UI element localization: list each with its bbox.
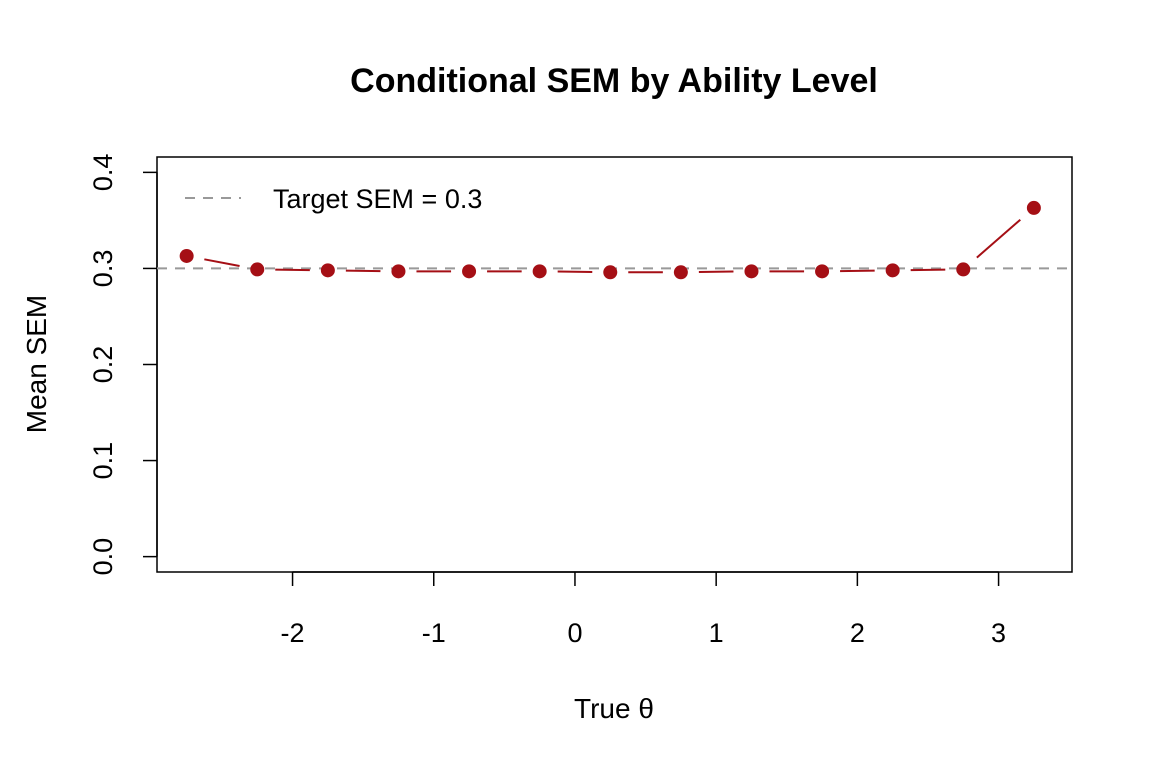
data-point [250, 262, 264, 276]
y-axis: 0.0 0.1 0.2 0.3 0.4 [88, 154, 157, 576]
y-tick-label: 0.0 [88, 538, 118, 576]
x-tick-label: 2 [850, 618, 865, 648]
y-tick-label: 0.2 [88, 346, 118, 384]
y-tick-label: 0.3 [88, 250, 118, 288]
y-tick-label: 0.1 [88, 442, 118, 480]
data-point [886, 263, 900, 277]
data-point [321, 263, 335, 277]
data-point [462, 264, 476, 278]
chart-title: Conditional SEM by Ability Level [350, 62, 878, 100]
x-tick-label: 1 [709, 618, 724, 648]
data-point [744, 264, 758, 278]
x-tick-label: 3 [991, 618, 1006, 648]
data-point [391, 264, 405, 278]
series-segment [204, 259, 239, 266]
x-tick-label: -1 [422, 618, 446, 648]
data-point [956, 262, 970, 276]
y-axis-label: Mean SEM [21, 295, 52, 434]
legend-label: Target SEM = 0.3 [273, 184, 482, 214]
data-point [1027, 201, 1041, 215]
legend: Target SEM = 0.3 [185, 184, 482, 214]
x-axis: -2 -1 0 1 2 3 [281, 572, 1007, 648]
x-axis-label: True θ [574, 693, 654, 724]
data-point [533, 264, 547, 278]
y-tick-label: 0.4 [88, 154, 118, 192]
x-tick-label: -2 [281, 618, 305, 648]
data-point [674, 265, 688, 279]
data-point [815, 264, 829, 278]
data-point [180, 249, 194, 263]
plot-frame [157, 157, 1072, 572]
series-segment [977, 220, 1020, 258]
x-tick-label: 0 [567, 618, 582, 648]
data-point [603, 265, 617, 279]
